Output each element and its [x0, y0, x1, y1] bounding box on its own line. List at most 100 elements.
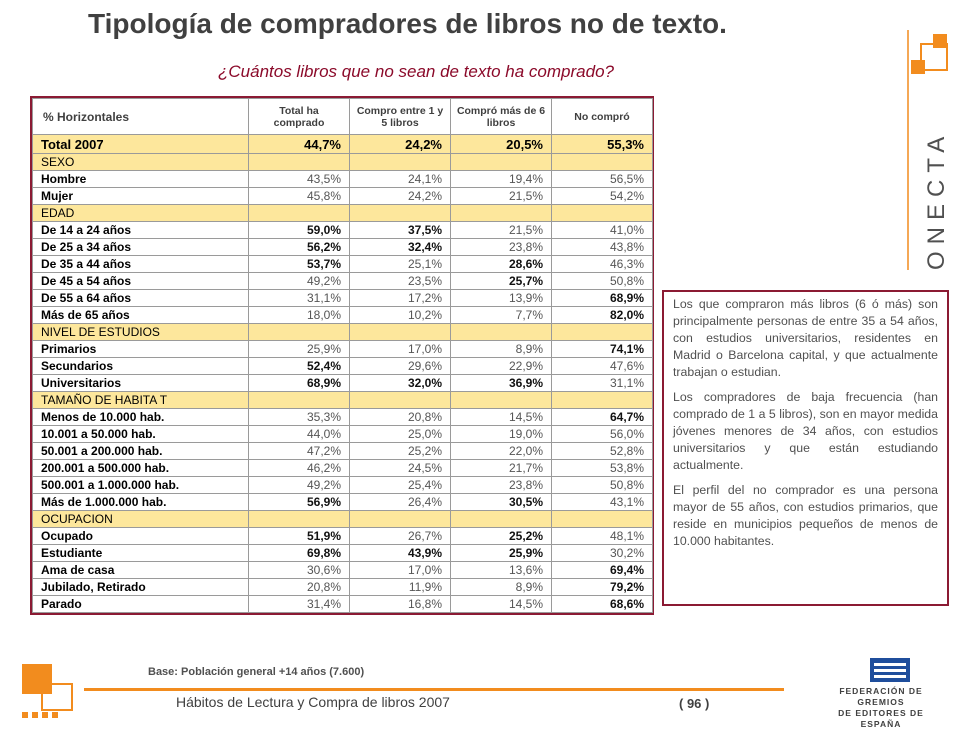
empty-cell — [450, 510, 552, 528]
buyer-typology-table: % Horizontales Total ha comprado Compro … — [30, 96, 654, 615]
cell-value: 56,2% — [248, 238, 350, 256]
cell-value: 41,0% — [551, 221, 653, 239]
cell-value: 56,5% — [551, 170, 653, 188]
row-label: NIVEL DE ESTUDIOS — [32, 323, 249, 341]
cell-value: 31,1% — [551, 374, 653, 392]
cell-value: 32,0% — [349, 374, 451, 392]
table-row: 200.001 a 500.000 hab. 46,2% 24,5% 21,7% 53,… — [32, 459, 653, 477]
empty-cell — [248, 391, 350, 409]
row-label: OCUPACION — [32, 510, 249, 528]
cell-value: 44,7% — [248, 134, 350, 154]
table-row: 500.001 a 1.000.000 hab. 49,2% 25,4% 23,8% 5… — [32, 476, 653, 494]
empty-cell — [248, 323, 350, 341]
cell-value: 23,8% — [450, 476, 552, 494]
row-label: SEXO — [32, 153, 249, 171]
row-label: 10.001 a 50.000 hab. — [32, 425, 249, 443]
base-note: Base: Población general +14 años (7.600) — [148, 666, 365, 678]
page-subtitle: ¿Cuántos libros que no sean de texto ha … — [218, 62, 614, 81]
row-label: Estudiante — [32, 544, 249, 562]
table-row: Estudiante 69,8% 43,9% 25,9% 30,2% — [32, 544, 653, 562]
page-number: ( 96 ) — [679, 696, 710, 711]
cell-value: 25,1% — [349, 255, 451, 273]
cell-value: 22,0% — [450, 442, 552, 460]
cell-value: 49,2% — [248, 476, 350, 494]
table-row: Universitarios 68,9% 32,0% 36,9% 31,1% — [32, 374, 653, 392]
empty-cell — [450, 153, 552, 171]
row-label: EDAD — [32, 204, 249, 222]
empty-cell — [450, 204, 552, 222]
cell-value: 13,9% — [450, 289, 552, 307]
cell-value: 20,8% — [248, 578, 350, 596]
cell-value: 25,2% — [450, 527, 552, 545]
empty-cell — [349, 204, 451, 222]
empty-cell — [349, 153, 451, 171]
row-label: Ama de casa — [32, 561, 249, 579]
cell-value: 11,9% — [349, 578, 451, 596]
cell-value: 31,1% — [248, 289, 350, 307]
header-entre-1-5: Compro entre 1 y 5 libros — [349, 98, 451, 135]
empty-cell — [551, 153, 653, 171]
cell-value: 25,7% — [450, 272, 552, 290]
header-total-comprado: Total ha comprado — [248, 98, 350, 135]
cell-value: 17,0% — [349, 561, 451, 579]
cell-value: 25,9% — [248, 340, 350, 358]
cell-value: 26,7% — [349, 527, 451, 545]
commentary-paragraph: Los compradores de baja frecuencia (han … — [673, 390, 938, 472]
header-mas-de-6: Compró más de 6 libros — [450, 98, 552, 135]
cell-value: 69,8% — [248, 544, 350, 562]
cell-value: 46,2% — [248, 459, 350, 477]
table-row: Más de 1.000.000 hab. 56,9% 26,4% 30,5% 43,1… — [32, 493, 653, 511]
cell-value: 24,5% — [349, 459, 451, 477]
cell-value: 30,2% — [551, 544, 653, 562]
cell-value: 16,8% — [349, 595, 451, 613]
table-row: Mujer 45,8% 24,2% 21,5% 54,2% — [32, 187, 653, 205]
cell-value: 23,8% — [450, 238, 552, 256]
commentary-box: Los que compraron más libros (6 ó más) s… — [662, 290, 949, 606]
row-label: De 35 a 44 años — [32, 255, 249, 273]
cell-value: 74,1% — [551, 340, 653, 358]
cell-value: 69,4% — [551, 561, 653, 579]
cell-value: 24,1% — [349, 170, 451, 188]
cell-value: 54,2% — [551, 187, 653, 205]
row-label: Total 2007 — [32, 134, 249, 154]
cell-value: 50,8% — [551, 476, 653, 494]
table-total-row: Total 2007 44,7% 24,2% 20,5% 55,3% — [32, 134, 653, 154]
cell-value: 36,9% — [450, 374, 552, 392]
cell-value: 56,9% — [248, 493, 350, 511]
table-row: Menos de 10.000 hab. 35,3% 20,8% 14,5% 64,7% — [32, 408, 653, 426]
table-section-row: TAMAÑO DE HABITA T — [32, 391, 653, 409]
cell-value: 24,2% — [349, 134, 451, 154]
table-row: Ama de casa 30,6% 17,0% 13,6% 69,4% — [32, 561, 653, 579]
cell-value: 21,5% — [450, 187, 552, 205]
cell-value: 8,9% — [450, 340, 552, 358]
cell-value: 37,5% — [349, 221, 451, 239]
table-section-row: OCUPACION — [32, 510, 653, 528]
table-row: De 45 a 54 años 49,2% 23,5% 25,7% 50,8% — [32, 272, 653, 290]
cell-value: 47,2% — [248, 442, 350, 460]
row-label: Parado — [32, 595, 249, 613]
table-row: Hombre 43,5% 24,1% 19,4% 56,5% — [32, 170, 653, 188]
empty-cell — [551, 391, 653, 409]
cell-value: 46,3% — [551, 255, 653, 273]
conecta-brand-text: ONECTA — [923, 130, 950, 270]
row-label: Más de 65 años — [32, 306, 249, 324]
empty-cell — [248, 204, 350, 222]
cell-value: 82,0% — [551, 306, 653, 324]
row-label: Más de 1.000.000 hab. — [32, 493, 249, 511]
row-label: Hombre — [32, 170, 249, 188]
cell-value: 29,6% — [349, 357, 451, 375]
table-row: Más de 65 años 18,0% 10,2% 7,7% 82,0% — [32, 306, 653, 324]
row-label: De 55 a 64 años — [32, 289, 249, 307]
cell-value: 22,9% — [450, 357, 552, 375]
cell-value: 17,0% — [349, 340, 451, 358]
cell-value: 19,0% — [450, 425, 552, 443]
table-row: De 55 a 64 años 31,1% 17,2% 13,9% 68,9% — [32, 289, 653, 307]
empty-cell — [349, 323, 451, 341]
table-row: De 35 a 44 años 53,7% 25,1% 28,6% 46,3% — [32, 255, 653, 273]
row-label: 50.001 a 200.000 hab. — [32, 442, 249, 460]
cell-value: 56,0% — [551, 425, 653, 443]
row-label: De 45 a 54 años — [32, 272, 249, 290]
cell-value: 43,8% — [551, 238, 653, 256]
empty-cell — [551, 510, 653, 528]
empty-cell — [450, 391, 552, 409]
